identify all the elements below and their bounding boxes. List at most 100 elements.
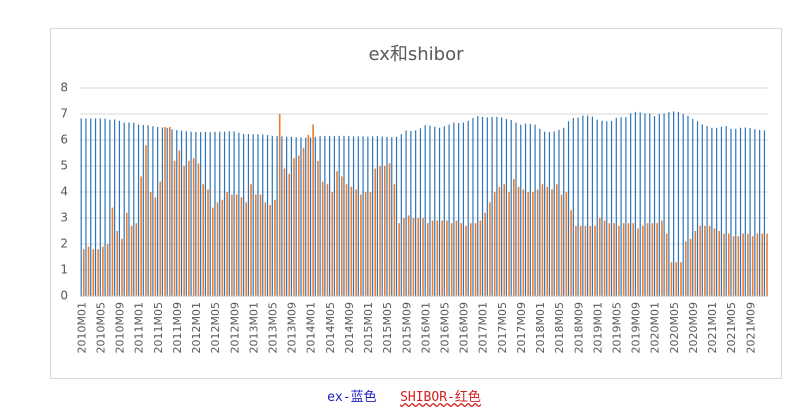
bar [673, 111, 675, 297]
bar [114, 119, 116, 297]
bar [718, 231, 721, 296]
bar [438, 127, 441, 296]
bar [541, 184, 544, 296]
bar [228, 131, 230, 296]
y-tick-label: 2 [60, 237, 68, 251]
bar [637, 228, 639, 296]
bar [560, 194, 563, 296]
bar [333, 136, 336, 296]
bar [677, 111, 680, 296]
bar [121, 238, 123, 296]
bar [257, 134, 259, 296]
bar [269, 205, 271, 296]
bar [610, 121, 613, 297]
bar [412, 218, 415, 296]
bar [503, 184, 506, 296]
bar [243, 134, 245, 296]
bar [694, 231, 697, 296]
bar [460, 223, 463, 296]
bar [319, 136, 321, 296]
bar [742, 233, 744, 296]
bar [675, 262, 678, 296]
bar [145, 145, 147, 296]
bar [436, 220, 439, 296]
x-tick-label: 2012M09 [228, 302, 241, 353]
bar [200, 132, 202, 296]
bar [223, 131, 226, 296]
bar [682, 114, 684, 296]
x-tick-label: 2010M09 [114, 302, 127, 353]
chart: ex和shibor 0 1 2 3 4 5 6 7 8 2010M01 2010M05 2010M09… [50, 28, 782, 379]
bar [221, 199, 224, 296]
bar [517, 186, 520, 296]
bar [307, 134, 310, 296]
bar [462, 122, 465, 296]
bar [374, 168, 377, 296]
x-tick-label: 2015M01 [362, 302, 375, 353]
bar [360, 194, 362, 296]
bar [326, 184, 329, 296]
bar [262, 134, 264, 296]
caption: ex-蓝色 SHIBOR-红色 [0, 386, 808, 405]
bar [293, 158, 295, 296]
bar [706, 125, 708, 297]
bar [567, 121, 570, 296]
bar [102, 246, 104, 296]
bar [653, 116, 656, 296]
bar [615, 117, 617, 297]
bar [171, 129, 173, 296]
bar [207, 189, 209, 296]
bar [689, 238, 692, 296]
bar [369, 192, 372, 296]
bar [551, 189, 553, 296]
bar [613, 223, 615, 296]
bar [123, 122, 125, 296]
x-tick-label: 2019M05 [611, 302, 624, 353]
x-tick-label: 2014M01 [305, 302, 318, 353]
bar [708, 225, 711, 296]
bar [94, 118, 97, 296]
bar [591, 116, 594, 296]
bar [383, 166, 386, 296]
bar [238, 132, 240, 296]
caption-shibor: SHIBOR-红色 [400, 390, 481, 405]
bar [484, 212, 486, 296]
bar [214, 131, 216, 296]
bar [274, 199, 276, 296]
x-tick-label: 2017M09 [515, 302, 528, 353]
bar [245, 202, 248, 296]
bar [627, 223, 630, 296]
y-tick-label: 4 [60, 185, 68, 199]
bar [641, 225, 644, 296]
bar [744, 127, 746, 297]
bar [357, 136, 359, 296]
bar [166, 128, 168, 296]
bar [345, 184, 348, 296]
bar [548, 131, 551, 296]
bar [87, 246, 90, 296]
bar [419, 128, 422, 296]
bar [539, 128, 541, 296]
bar [491, 116, 493, 296]
x-tick-label: 2013M01 [247, 302, 260, 353]
bar [190, 131, 192, 296]
y-tick-label: 6 [60, 133, 68, 147]
caption-ex: ex-蓝色 [327, 390, 377, 405]
bar [713, 228, 716, 296]
bar [455, 220, 458, 296]
bar [271, 135, 273, 296]
bar [589, 225, 592, 296]
bar [97, 249, 99, 296]
bar [276, 136, 278, 296]
bar [735, 128, 737, 296]
bar [546, 186, 549, 296]
bar [252, 134, 254, 296]
bar [575, 225, 577, 296]
bar [532, 192, 534, 296]
bar [178, 150, 181, 296]
bar [644, 113, 646, 296]
bar [415, 130, 417, 296]
x-tick-label: 2011M05 [152, 302, 165, 353]
bar [701, 124, 703, 297]
bar [749, 128, 751, 296]
